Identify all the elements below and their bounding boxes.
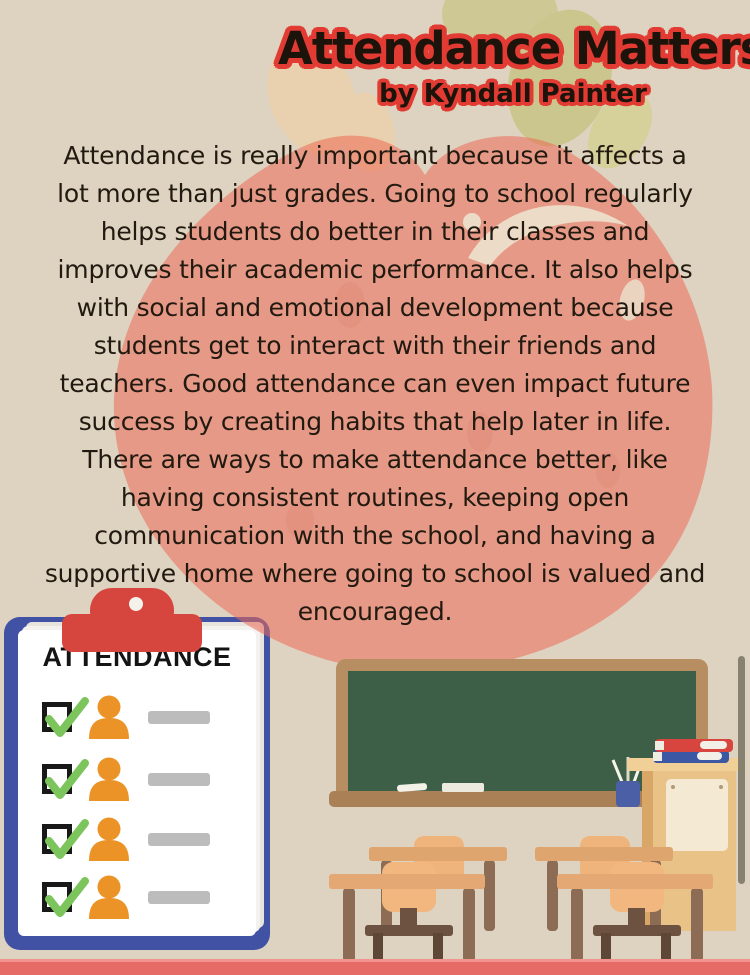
body-text-line: with social and emotional development be… <box>76 293 674 322</box>
name-placeholder-bar <box>148 710 210 724</box>
person-icon <box>89 875 129 919</box>
checked-checkbox-icon <box>42 819 89 859</box>
checkmark-icon <box>45 759 89 799</box>
wall-trim-pole <box>738 656 745 884</box>
body-text-line: teachers. Good attendance can even impac… <box>59 369 691 398</box>
attendance-row <box>18 692 256 742</box>
body-text-line: There are ways to make attendance better… <box>82 445 668 474</box>
attendance-clipboard: ATTENDANCE <box>4 588 270 950</box>
body-text-line: lot more than just grades. Going to scho… <box>57 179 693 208</box>
checkmark-icon <box>45 819 89 859</box>
body-text-line: helps students do better in their classe… <box>100 217 650 246</box>
attendance-row <box>18 814 256 864</box>
poster-byline: by Kyndall Painter <box>379 79 647 109</box>
pencil-cup <box>611 757 644 807</box>
checkmark-icon <box>45 877 89 917</box>
checked-checkbox-icon <box>42 877 89 917</box>
person-icon <box>89 817 129 861</box>
chalkboard <box>329 659 715 807</box>
body-text-line: communication with the school, and havin… <box>94 521 656 550</box>
chalk-and-eraser <box>397 783 484 792</box>
stacked-books <box>653 739 733 763</box>
body-text-line: supportive home where going to school is… <box>44 559 706 588</box>
checkmark-icon <box>45 697 89 737</box>
body-text-line: having consistent routines, keeping open <box>120 483 630 512</box>
person-icon <box>89 695 129 739</box>
body-text-line: encouraged. <box>297 597 453 626</box>
poster-paragraph: Attendance is really important because i… <box>0 137 750 631</box>
checked-checkbox-icon <box>42 697 89 737</box>
body-text-line: improves their academic performance. It … <box>57 255 693 284</box>
checked-checkbox-icon <box>42 759 89 799</box>
body-text-line: success by creating habits that help lat… <box>78 407 672 436</box>
name-placeholder-bar <box>148 772 210 786</box>
footer-strip <box>0 959 750 975</box>
poster-title: Attendance Matters <box>278 22 750 75</box>
name-placeholder-bar <box>148 890 210 904</box>
student-desks-left <box>329 836 507 962</box>
teacher-podium <box>627 758 745 931</box>
poster-header: Attendance Matters by Kyndall Painter <box>278 22 750 109</box>
body-text-line: Attendance is really important because i… <box>63 141 687 170</box>
attendance-row <box>18 754 256 804</box>
name-placeholder-bar <box>148 832 210 846</box>
student-desks-right <box>535 836 713 962</box>
attendance-row <box>18 872 256 922</box>
person-icon <box>89 757 129 801</box>
body-text-line: students get to interact with their frie… <box>93 331 657 360</box>
